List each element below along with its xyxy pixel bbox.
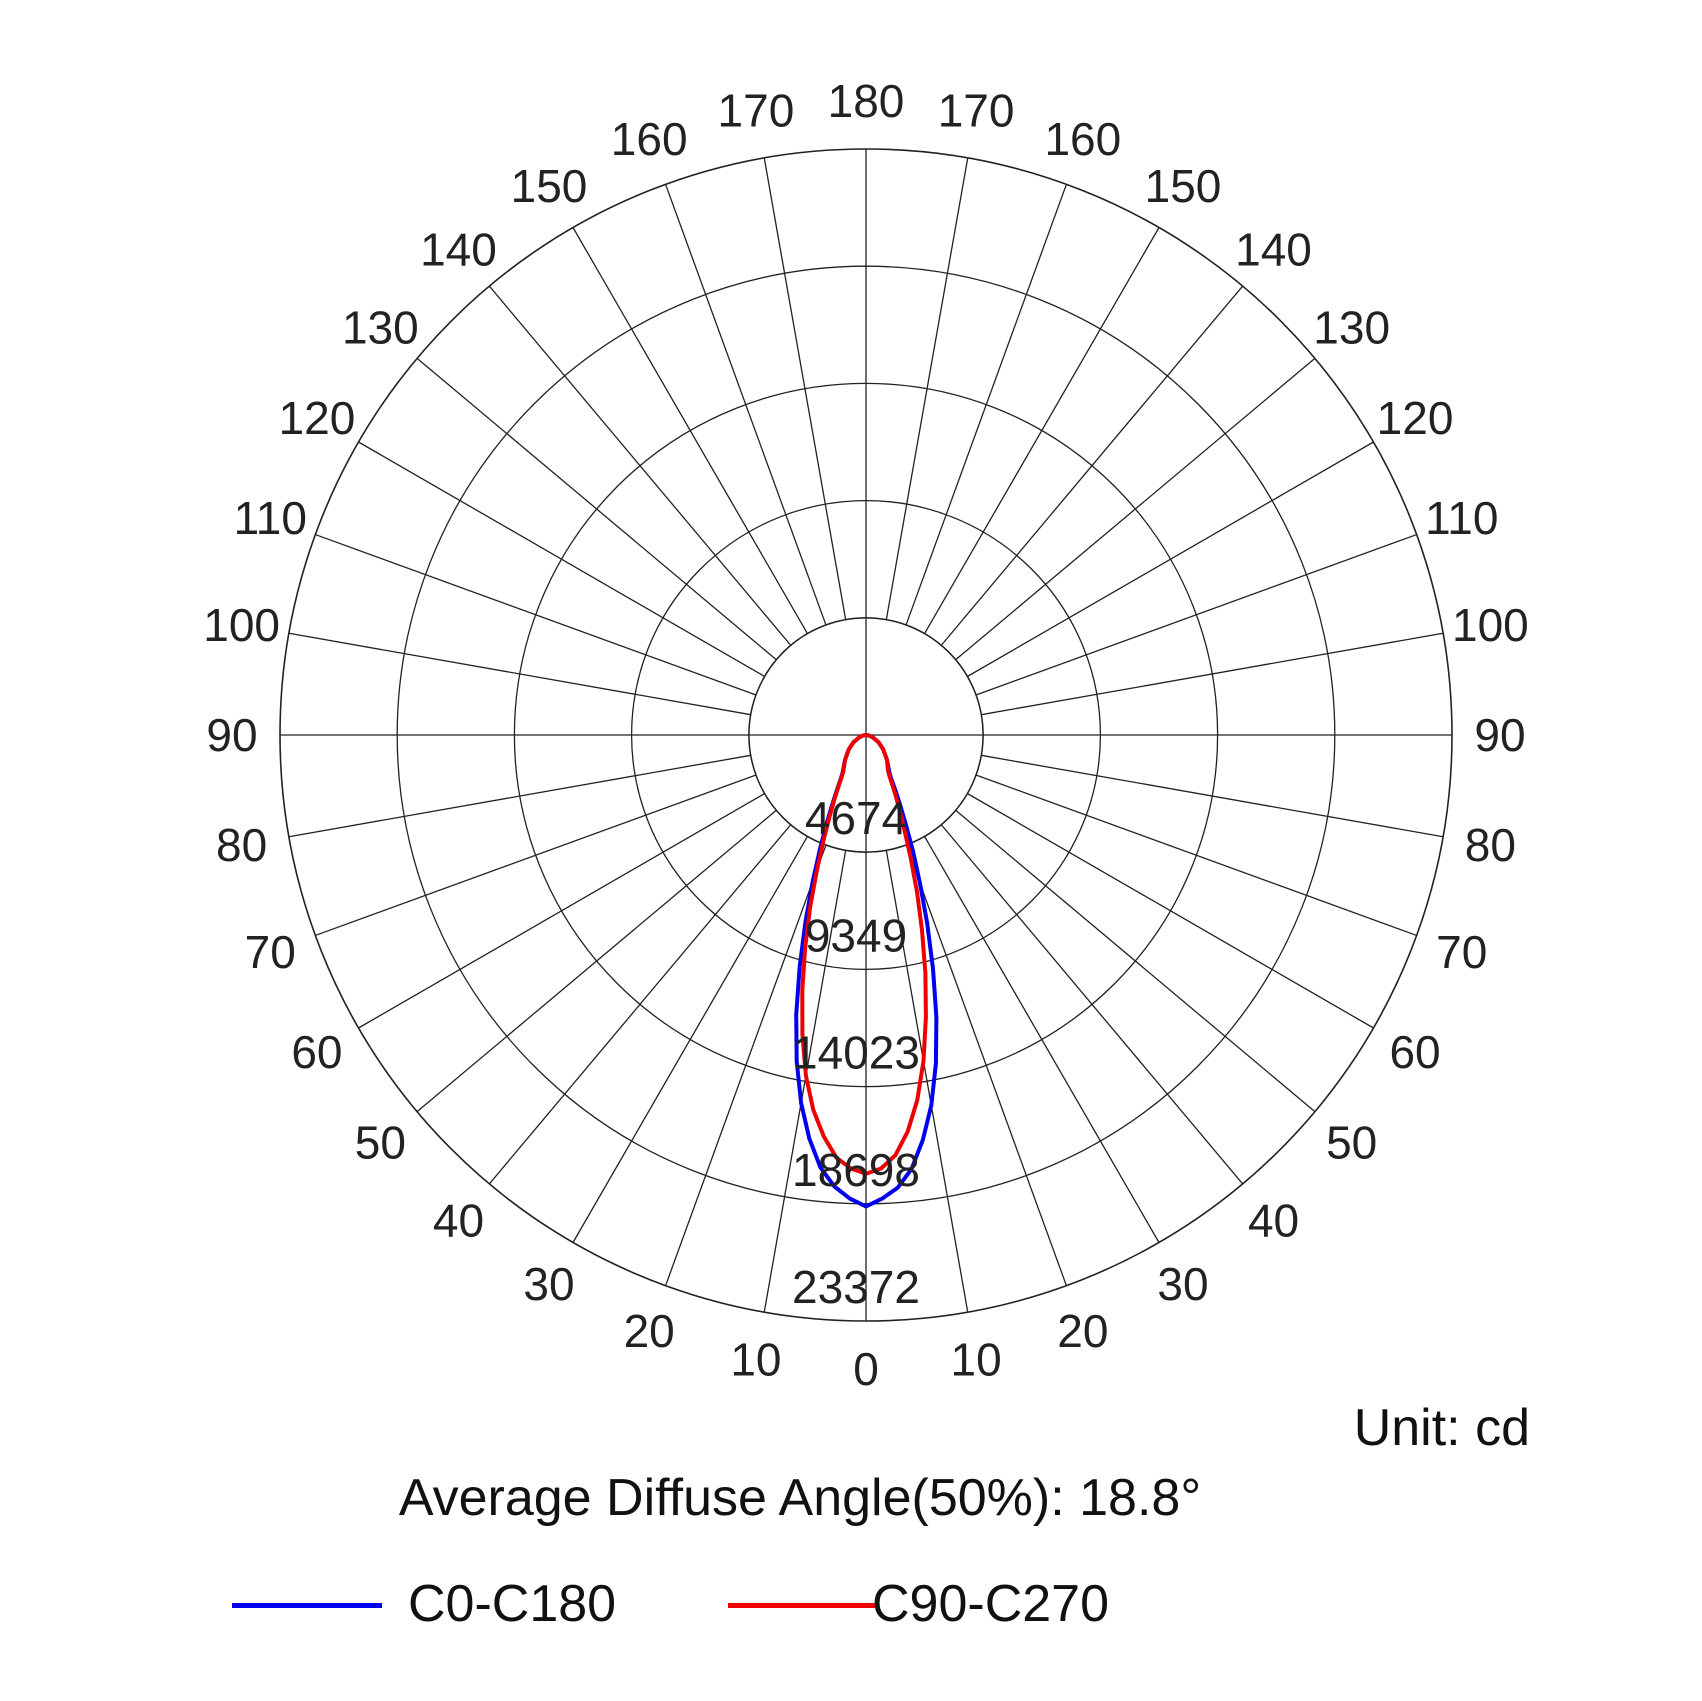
spoke-150 <box>923 227 1160 635</box>
angle-label-left-130: 130 <box>342 301 419 353</box>
spoke-10 <box>885 850 969 1313</box>
angle-label-right-100: 100 <box>1452 599 1529 651</box>
angle-label-left-60: 60 <box>291 1026 342 1078</box>
angle-labels: 0102030405060708090100110120130140150160… <box>203 75 1528 1395</box>
spoke-340 <box>664 844 827 1286</box>
ring-label-9349: 9349 <box>805 909 907 961</box>
legend: C0-C180 C90-C270 <box>0 1566 1702 1646</box>
spoke-310 <box>416 809 777 1113</box>
angle-label-left-140: 140 <box>420 223 497 275</box>
spoke-30 <box>923 835 1160 1243</box>
average-diffuse-angle: Average Diffuse Angle(50%): 18.8° <box>398 1469 1202 1527</box>
angle-label-left-0: 0 <box>853 1343 879 1395</box>
spoke-230 <box>416 357 777 661</box>
spoke-280 <box>288 754 751 838</box>
angle-label-left-80: 80 <box>216 819 267 871</box>
spoke-50 <box>955 809 1316 1113</box>
spoke-190 <box>763 157 847 620</box>
angle-label-left-160: 160 <box>611 113 688 165</box>
spoke-200 <box>664 184 827 626</box>
ring-label-23372: 23372 <box>792 1261 920 1313</box>
unit-label: Unit: cd <box>1353 1399 1530 1457</box>
spoke-120 <box>966 441 1374 678</box>
angle-label-left-50: 50 <box>355 1117 406 1169</box>
spoke-290 <box>315 774 757 937</box>
ring-label-18698: 18698 <box>792 1144 920 1196</box>
angle-label-left-180: 180 <box>828 75 905 127</box>
angle-label-left-120: 120 <box>279 392 356 444</box>
spoke-330 <box>572 835 809 1243</box>
angle-label-right-30: 30 <box>1157 1258 1208 1310</box>
series-curves <box>794 733 939 1209</box>
angle-label-left-110: 110 <box>234 492 307 544</box>
angle-label-right-150: 150 <box>1145 160 1222 212</box>
ring-label-4674: 4674 <box>805 792 907 844</box>
spoke-20 <box>905 844 1068 1286</box>
angle-label-left-90: 90 <box>206 709 257 761</box>
angle-label-right-170: 170 <box>938 85 1015 137</box>
spoke-300 <box>358 792 766 1029</box>
spoke-140 <box>940 285 1244 646</box>
spoke-40 <box>940 824 1244 1185</box>
angle-label-left-100: 100 <box>203 599 280 651</box>
series-curve-c90-c270 <box>800 733 928 1176</box>
spoke-60 <box>966 792 1374 1029</box>
ring-labels: 4674 9349 14023 18698 23372 <box>792 792 920 1313</box>
angle-label-right-120: 120 <box>1377 392 1454 444</box>
legend-label-c0-c180: C0-C180 <box>408 1575 617 1633</box>
angle-label-left-20: 20 <box>624 1305 675 1357</box>
spoke-160 <box>905 184 1068 626</box>
angle-label-right-60: 60 <box>1389 1026 1440 1078</box>
angle-label-right-20: 20 <box>1057 1305 1108 1357</box>
ring-label-14023: 14023 <box>792 1027 920 1079</box>
angle-label-right-130: 130 <box>1313 301 1390 353</box>
spoke-210 <box>572 227 809 635</box>
angle-label-left-70: 70 <box>245 926 296 978</box>
angle-label-left-10: 10 <box>730 1333 781 1385</box>
spoke-250 <box>315 533 757 696</box>
spoke-220 <box>488 285 792 646</box>
angle-label-left-40: 40 <box>433 1195 484 1247</box>
spoke-110 <box>975 533 1417 696</box>
spoke-320 <box>488 824 792 1185</box>
angle-label-right-90: 90 <box>1474 709 1525 761</box>
legend-swatch-c90-c270 <box>728 1603 878 1608</box>
spoke-80 <box>981 754 1444 838</box>
legend-label-c90-c270: C90-C270 <box>872 1575 1110 1633</box>
spoke-70 <box>975 774 1417 937</box>
angle-label-left-170: 170 <box>718 85 795 137</box>
grid-spokes <box>280 149 1452 1321</box>
spoke-350 <box>763 850 847 1313</box>
spoke-260 <box>288 632 751 716</box>
angle-label-left-150: 150 <box>511 160 588 212</box>
angle-label-right-40: 40 <box>1248 1195 1299 1247</box>
spoke-130 <box>955 357 1316 661</box>
angle-label-right-80: 80 <box>1465 819 1516 871</box>
spoke-240 <box>358 441 766 678</box>
angle-label-right-140: 140 <box>1235 223 1312 275</box>
angle-label-left-30: 30 <box>523 1258 574 1310</box>
angle-label-right-50: 50 <box>1326 1117 1377 1169</box>
legend-swatch-c0-c180 <box>232 1603 382 1608</box>
spoke-100 <box>981 632 1444 716</box>
spoke-170 <box>885 157 969 620</box>
angle-label-right-10: 10 <box>951 1333 1002 1385</box>
angle-label-right-160: 160 <box>1044 113 1121 165</box>
angle-label-right-110: 110 <box>1425 492 1498 544</box>
angle-label-right-70: 70 <box>1436 926 1487 978</box>
